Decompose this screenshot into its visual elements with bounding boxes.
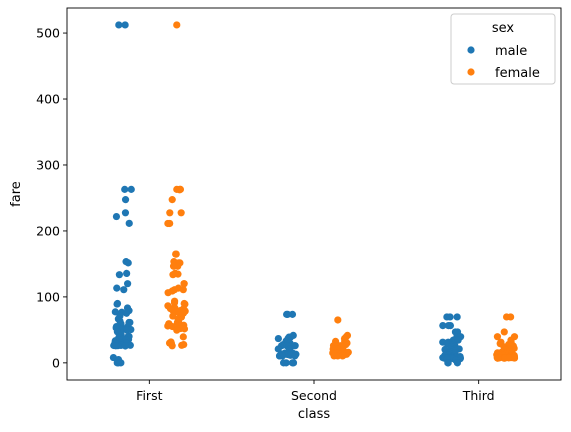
data-point-female-third xyxy=(501,354,509,362)
data-point-male-first xyxy=(112,212,121,221)
legend: sex male female xyxy=(450,13,556,85)
data-point-male-second xyxy=(279,359,288,367)
data-point-male-second xyxy=(278,352,286,360)
y-tick-label: 100 xyxy=(36,289,60,304)
data-point-male-first xyxy=(115,21,123,29)
legend-title: sex xyxy=(492,21,515,36)
data-point-female-first xyxy=(172,250,180,258)
data-point-female-third xyxy=(500,328,508,336)
data-point-female-first xyxy=(178,341,186,349)
y-axis-ticks: 0 100 200 300 400 500 xyxy=(36,26,67,370)
y-tick-label: 500 xyxy=(36,26,60,41)
data-point-male-first xyxy=(121,342,129,350)
data-point-female-first xyxy=(177,209,185,217)
data-point-male-first xyxy=(122,309,131,317)
data-point-female-first xyxy=(169,271,177,279)
data-point-male-third xyxy=(444,359,452,367)
y-tick-label: 300 xyxy=(36,157,60,172)
data-point-male-third xyxy=(453,313,461,321)
data-point-male-second xyxy=(284,310,292,318)
data-point-male-third xyxy=(446,313,454,321)
data-point-female-first xyxy=(179,286,187,294)
data-point-male-first xyxy=(127,185,135,193)
data-point-female-first xyxy=(168,196,176,204)
x-axis-label: class xyxy=(298,407,330,422)
data-point-male-first xyxy=(123,269,131,278)
data-point-male-first xyxy=(120,286,128,294)
data-point-female-first xyxy=(180,280,188,288)
legend-box xyxy=(450,13,556,85)
x-tick-label-second: Second xyxy=(291,388,337,403)
x-axis-ticks: First Second Third xyxy=(136,380,495,403)
data-point-male-third xyxy=(439,321,447,330)
legend-entries: male female xyxy=(467,44,540,81)
data-point-male-first xyxy=(121,21,129,29)
data-point-female-first xyxy=(170,299,179,307)
data-point-male-second xyxy=(291,352,299,360)
data-point-female-second xyxy=(338,352,347,360)
data-point-male-first xyxy=(121,209,130,217)
data-point-female-third xyxy=(494,354,502,362)
data-point-female-third xyxy=(493,333,502,341)
data-point-male-first xyxy=(121,196,130,204)
x-tick-label-third: Third xyxy=(462,388,495,403)
data-point-female-first xyxy=(173,21,181,29)
data-point-male-second xyxy=(274,334,282,343)
data-point-female-third xyxy=(510,354,519,362)
data-point-female-first xyxy=(164,289,172,297)
data-point-male-first xyxy=(112,342,120,350)
data-point-male-first xyxy=(113,300,121,308)
data-point-male-first xyxy=(113,284,121,292)
data-points xyxy=(109,21,519,367)
data-point-female-first xyxy=(169,312,177,320)
legend-label-female: female xyxy=(495,66,540,81)
data-point-female-first xyxy=(166,209,174,217)
y-tick-label: 200 xyxy=(36,223,60,238)
data-point-male-third xyxy=(444,321,453,330)
data-point-male-first xyxy=(121,185,129,193)
legend-label-male: male xyxy=(495,44,527,59)
y-axis-label: fare xyxy=(9,181,24,207)
data-point-male-first xyxy=(113,359,121,367)
data-point-male-first xyxy=(124,280,132,288)
data-point-female-second xyxy=(330,352,338,360)
data-point-male-first xyxy=(115,271,124,279)
data-point-female-first xyxy=(166,219,174,228)
y-tick-label: 400 xyxy=(36,92,60,107)
data-point-female-first xyxy=(179,333,187,341)
data-point-male-third xyxy=(453,359,462,367)
data-point-male-first xyxy=(124,259,132,267)
data-point-female-first xyxy=(169,262,178,270)
data-point-female-first xyxy=(176,186,184,194)
data-point-male-first xyxy=(123,326,131,334)
data-point-female-first xyxy=(180,325,189,333)
data-point-male-second xyxy=(289,359,298,367)
data-point-male-second xyxy=(274,345,282,353)
data-point-female-second xyxy=(334,316,342,324)
y-tick-label: 0 xyxy=(52,355,60,370)
x-tick-label-first: First xyxy=(136,388,162,403)
data-point-female-first xyxy=(168,342,176,350)
data-point-female-first xyxy=(173,326,181,334)
legend-marker-female xyxy=(467,68,475,76)
data-point-female-third xyxy=(507,313,515,321)
data-point-male-first xyxy=(125,219,133,227)
legend-marker-male xyxy=(467,46,475,54)
